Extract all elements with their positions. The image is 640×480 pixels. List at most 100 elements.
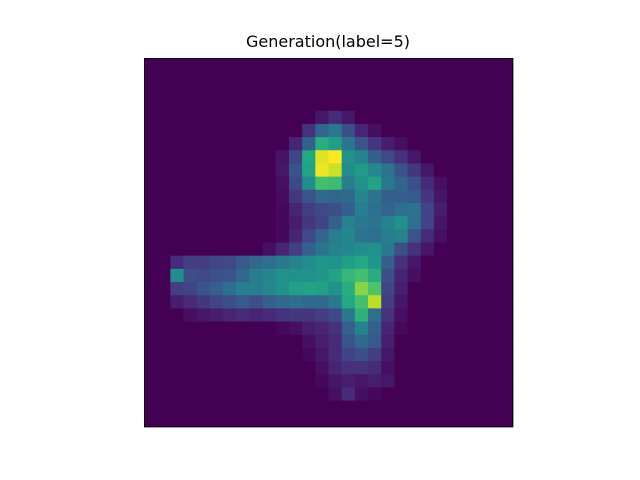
heatmap-cell-r7-c5 [209, 150, 224, 164]
heatmap-cell-r11-c11 [288, 202, 303, 217]
heatmap-cell-r13-c25 [473, 229, 488, 243]
heatmap-cell-r26-c24 [460, 400, 474, 415]
heatmap-cell-r7-c8 [249, 150, 264, 164]
heatmap-cell-r3-c18 [381, 97, 395, 112]
heatmap-cell-r6-c21 [420, 137, 435, 151]
heatmap-cell-r26-c1 [157, 400, 171, 415]
heatmap-cell-r8-c0 [144, 163, 158, 178]
heatmap-cell-r24-c6 [223, 374, 237, 388]
heatmap-cell-r9-c5 [209, 176, 224, 191]
heatmap-cell-r23-c9 [262, 361, 277, 375]
heatmap-cell-r14-c22 [433, 242, 448, 257]
heatmap-cell-r3-c22 [433, 97, 448, 112]
heatmap-cell-r10-c14 [328, 189, 343, 204]
heatmap-cell-r1-c9 [262, 71, 277, 85]
heatmap-cell-r0-c15 [341, 58, 356, 72]
heatmap-cell-r25-c2 [170, 387, 184, 402]
heatmap-cell-r23-c18 [381, 361, 395, 375]
heatmap-cell-r24-c2 [170, 374, 184, 388]
heatmap-cell-r0-c12 [302, 58, 316, 72]
heatmap-cell-r5-c3 [183, 123, 198, 138]
heatmap-cell-r18-c16 [354, 295, 369, 309]
heatmap-cell-r19-c16 [354, 308, 369, 322]
heatmap-cell-r13-c12 [302, 229, 316, 243]
heatmap-cell-r16-c27 [499, 268, 514, 283]
heatmap-cell-r14-c10 [275, 242, 290, 257]
heatmap-cell-r6-c5 [209, 137, 224, 151]
heatmap-cell-r13-c19 [394, 229, 408, 243]
heatmap-cell-r0-c27 [499, 58, 514, 72]
heatmap-cell-r11-c23 [447, 202, 461, 217]
heatmap-cell-r17-c6 [223, 282, 237, 296]
heatmap-cell-r4-c4 [196, 110, 211, 125]
heatmap-cell-r21-c4 [196, 334, 211, 349]
heatmap-cell-r12-c24 [460, 216, 474, 230]
heatmap-cell-r18-c8 [249, 295, 264, 309]
heatmap-cell-r3-c20 [407, 97, 422, 112]
heatmap-cell-r3-c9 [262, 97, 277, 112]
heatmap-cell-r16-c0 [144, 268, 158, 283]
heatmap-cell-r4-c20 [407, 110, 422, 125]
heatmap-cell-r27-c3 [183, 413, 198, 428]
heatmap-cell-r10-c15 [341, 189, 356, 204]
heatmap-cell-r5-c17 [368, 123, 382, 138]
heatmap-cell-r7-c26 [486, 150, 501, 164]
heatmap-cell-r18-c7 [236, 295, 250, 309]
heatmap-cell-r16-c7 [236, 268, 250, 283]
heatmap-cell-r9-c11 [288, 176, 303, 191]
heatmap-cell-r11-c27 [499, 202, 514, 217]
heatmap-cell-r25-c23 [447, 387, 461, 402]
heatmap-cell-r23-c21 [420, 361, 435, 375]
heatmap-cell-r15-c10 [275, 255, 290, 270]
heatmap-cell-r9-c21 [420, 176, 435, 191]
heatmap-cell-r9-c7 [236, 176, 250, 191]
heatmap-cell-r17-c10 [275, 282, 290, 296]
heatmap-cell-r22-c12 [302, 347, 316, 362]
heatmap-cell-r3-c26 [486, 97, 501, 112]
heatmap-cell-r9-c17 [368, 176, 382, 191]
heatmap-cell-r9-c24 [460, 176, 474, 191]
heatmap-cell-r18-c0 [144, 295, 158, 309]
heatmap-cell-r17-c17 [368, 282, 382, 296]
heatmap-cell-r9-c1 [157, 176, 171, 191]
heatmap-cell-r5-c22 [433, 123, 448, 138]
heatmap-cell-r21-c12 [302, 334, 316, 349]
heatmap-cell-r18-c22 [433, 295, 448, 309]
heatmap-cell-r2-c7 [236, 84, 250, 98]
heatmap-cell-r10-c9 [262, 189, 277, 204]
heatmap-cell-r26-c9 [262, 400, 277, 415]
heatmap-cell-r0-c4 [196, 58, 211, 72]
heatmap-cell-r8-c9 [262, 163, 277, 178]
heatmap-cell-r7-c1 [157, 150, 171, 164]
heatmap-cell-r27-c12 [302, 413, 316, 428]
heatmap-cell-r16-c17 [368, 268, 382, 283]
heatmap-cell-r23-c19 [394, 361, 408, 375]
heatmap-cell-r16-c2 [170, 268, 184, 283]
heatmap-cell-r10-c1 [157, 189, 171, 204]
heatmap-cell-r15-c9 [262, 255, 277, 270]
heatmap-cell-r0-c1 [157, 58, 171, 72]
heatmap-cell-r23-c11 [288, 361, 303, 375]
heatmap-cell-r12-c26 [486, 216, 501, 230]
heatmap-cell-r8-c4 [196, 163, 211, 178]
heatmap-cell-r19-c8 [249, 308, 264, 322]
heatmap-cell-r23-c16 [354, 361, 369, 375]
heatmap-cell-r16-c25 [473, 268, 488, 283]
heatmap-cell-r13-c18 [381, 229, 395, 243]
heatmap-cell-r8-c26 [486, 163, 501, 178]
heatmap-cell-r9-c13 [315, 176, 329, 191]
heatmap-cell-r15-c4 [196, 255, 211, 270]
heatmap-cell-r21-c5 [209, 334, 224, 349]
heatmap-cell-r27-c17 [368, 413, 382, 428]
heatmap-cell-r1-c5 [209, 71, 224, 85]
heatmap-cell-r9-c12 [302, 176, 316, 191]
heatmap-cell-r23-c3 [183, 361, 198, 375]
heatmap-cell-r2-c8 [249, 84, 264, 98]
heatmap-cell-r26-c22 [433, 400, 448, 415]
heatmap-cell-r9-c8 [249, 176, 264, 191]
heatmap-cell-r13-c20 [407, 229, 422, 243]
heatmap-cell-r15-c25 [473, 255, 488, 270]
heatmap-cell-r8-c15 [341, 163, 356, 178]
heatmap-cell-r1-c2 [170, 71, 184, 85]
heatmap-cell-r18-c3 [183, 295, 198, 309]
